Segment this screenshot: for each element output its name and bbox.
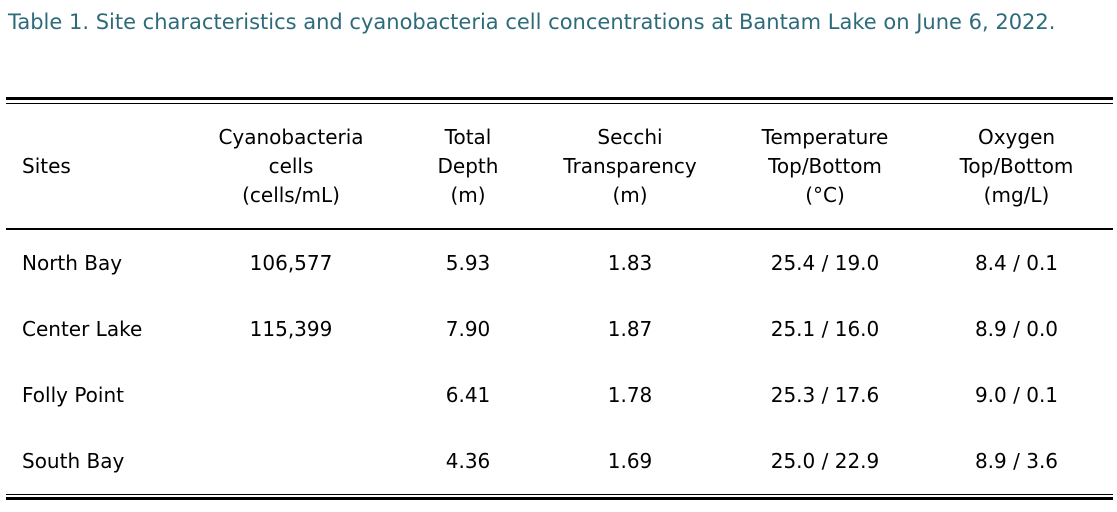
table-row: North Bay 106,577 5.93 1.83 25.4 / 19.0 …: [6, 230, 1113, 296]
header-secchi-transparency: Secchi Transparency (m): [563, 124, 697, 207]
header-total-depth: Total Depth (m): [437, 124, 499, 207]
cell-temperature: 25.4 / 19.0: [770, 251, 880, 275]
cell-temperature: 25.0 / 22.9: [770, 449, 880, 473]
cell-oxygen: 8.9 / 3.6: [974, 449, 1059, 473]
table-row: South Bay 4.36 1.69 25.0 / 22.9 8.9 / 3.…: [6, 428, 1113, 494]
bottom-rule: [6, 494, 1113, 500]
cell-oxygen: 9.0 / 0.1: [974, 383, 1059, 407]
table-caption: Table 1. Site characteristics and cyanob…: [8, 10, 1056, 34]
cell-cyanobacteria: [176, 428, 406, 494]
cell-oxygen: 8.9 / 0.0: [974, 317, 1059, 341]
cell-oxygen: 8.4 / 0.1: [974, 251, 1059, 275]
cell-secchi: 1.87: [607, 317, 653, 341]
cell-site: South Bay: [22, 449, 125, 473]
cell-site: Folly Point: [22, 383, 124, 407]
header-row: Sites Cyanobacteria cells (cells/mL) Tot…: [6, 104, 1113, 228]
cell-temperature: 25.3 / 17.6: [770, 383, 880, 407]
cell-site: North Bay: [22, 251, 123, 275]
cell-cyanobacteria: 115,399: [249, 317, 333, 341]
table-row: Center Lake 115,399 7.90 1.87 25.1 / 16.…: [6, 296, 1113, 362]
header-cyanobacteria-cells: Cyanobacteria cells (cells/mL): [218, 124, 364, 207]
table-row: Folly Point 6.41 1.78 25.3 / 17.6 9.0 / …: [6, 362, 1113, 428]
cell-cyanobacteria: 106,577: [249, 251, 333, 275]
cell-temperature: 25.1 / 16.0: [770, 317, 880, 341]
cell-secchi: 1.69: [607, 449, 653, 473]
header-rule: [6, 228, 1113, 230]
cell-depth: 5.93: [445, 251, 491, 275]
cell-depth: 4.36: [445, 449, 491, 473]
header-oxygen: Oxygen Top/Bottom (mg/L): [959, 124, 1074, 207]
cell-site: Center Lake: [22, 317, 143, 341]
cell-depth: 7.90: [445, 317, 491, 341]
data-table: Sites Cyanobacteria cells (cells/mL) Tot…: [6, 97, 1113, 500]
header-sites: Sites: [22, 153, 71, 178]
cell-cyanobacteria: [176, 362, 406, 428]
top-rule: [6, 97, 1113, 104]
cell-depth: 6.41: [445, 383, 491, 407]
header-temperature: Temperature Top/Bottom (°C): [761, 124, 889, 207]
cell-secchi: 1.78: [607, 383, 653, 407]
cell-secchi: 1.83: [607, 251, 653, 275]
